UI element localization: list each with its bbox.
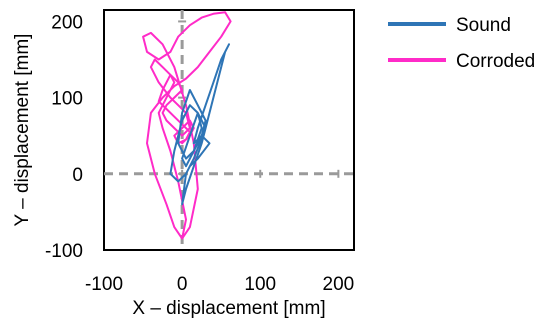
x-axis-label: X – displacement [mm]	[132, 298, 325, 319]
y-tick-label: 100	[51, 89, 83, 110]
legend-label-corroded: Corroded	[456, 51, 535, 72]
legend-label-sound: Sound	[456, 15, 511, 36]
series-line-corroded	[142, 11, 232, 240]
series-layer	[142, 11, 232, 240]
plot-frame	[103, 9, 355, 251]
x-tick-label: -100	[85, 274, 123, 295]
tick-layer: -100 0 100 200 -100 0 100 200	[45, 12, 354, 295]
x-tick-label: 200	[323, 274, 355, 295]
series-line-sound	[169, 43, 230, 206]
y-tick-label: -100	[45, 241, 83, 262]
y-axis-label: Y – displacement [mm]	[12, 34, 33, 227]
y-tick-label: 0	[72, 165, 83, 186]
y-tick-label: 200	[51, 12, 83, 33]
x-tick-label: 0	[177, 274, 188, 295]
legend: Sound Corroded	[388, 15, 535, 72]
x-tick-label: 100	[244, 274, 276, 295]
